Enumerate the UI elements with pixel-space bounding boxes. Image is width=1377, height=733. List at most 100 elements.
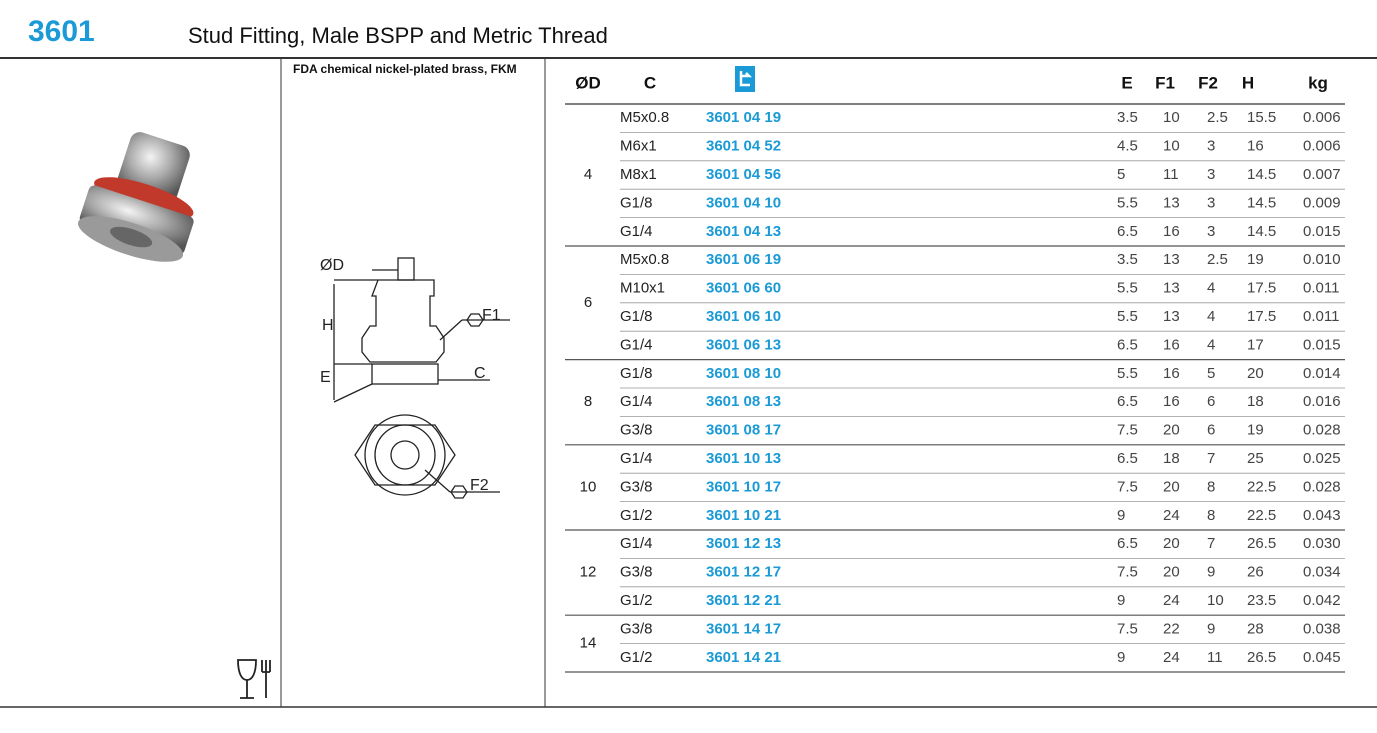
cell: 0.011 — [1303, 280, 1339, 297]
cell: 19 — [1247, 422, 1264, 439]
column-header: E — [1121, 73, 1132, 92]
order-code: 3601 06 13 — [706, 336, 781, 353]
column-header: ØD — [575, 73, 601, 92]
material-text: FDA chemical nickel-plated brass, FKM — [293, 62, 517, 76]
cell: 28 — [1247, 620, 1264, 637]
cell: 16 — [1163, 393, 1180, 410]
cell: 2.5 — [1207, 251, 1228, 268]
cell: 0.034 — [1303, 564, 1341, 581]
cell: 9 — [1117, 649, 1125, 666]
cell: 4 — [1207, 308, 1215, 325]
cell: 5.5 — [1117, 280, 1138, 297]
cell: 17.5 — [1247, 308, 1276, 325]
cell: 16 — [1163, 223, 1180, 240]
cell: 16 — [1247, 138, 1264, 155]
dimension-label: F1 — [482, 307, 501, 324]
diameter: 12 — [580, 564, 597, 581]
cell: 8 — [1207, 507, 1215, 524]
cell: 20 — [1163, 564, 1180, 581]
cell: G1/4 — [620, 450, 653, 467]
order-code: 3601 04 10 — [706, 194, 781, 211]
cell: 24 — [1163, 507, 1180, 524]
cell: 5.5 — [1117, 194, 1138, 211]
column-header: C — [644, 73, 656, 92]
cell: 4 — [1207, 336, 1215, 353]
cell: G1/2 — [620, 592, 653, 609]
cell: 20 — [1163, 422, 1180, 439]
order-code: 3601 08 13 — [706, 393, 781, 410]
column-header: F2 — [1198, 73, 1218, 92]
cell: 6.5 — [1117, 450, 1138, 467]
food-contact-icon — [237, 659, 271, 699]
cell: G3/8 — [620, 620, 653, 637]
cell: 19 — [1247, 251, 1264, 268]
cell: 5 — [1117, 166, 1125, 183]
cell: 0.043 — [1303, 507, 1341, 524]
cell: 0.042 — [1303, 592, 1341, 609]
cell: 23.5 — [1247, 592, 1276, 609]
cell: 18 — [1247, 393, 1264, 410]
order-code: 3601 06 10 — [706, 308, 781, 325]
cell: 3 — [1207, 166, 1215, 183]
diameter: 6 — [584, 294, 592, 311]
cell: 24 — [1163, 592, 1180, 609]
dimension-label: ØD — [320, 257, 344, 274]
cell: M6x1 — [620, 138, 657, 155]
cell: 26.5 — [1247, 649, 1276, 666]
cell: 22 — [1163, 620, 1180, 637]
cell: 0.006 — [1303, 138, 1341, 155]
cell: 10 — [1163, 109, 1180, 126]
order-code: 3601 04 19 — [706, 109, 781, 126]
dimension-label: F2 — [470, 477, 489, 494]
dimension-label: E — [320, 369, 331, 386]
cell: 13 — [1163, 251, 1180, 268]
order-code: 3601 12 17 — [706, 564, 781, 581]
cell: G1/8 — [620, 365, 653, 382]
cell: 0.011 — [1303, 308, 1339, 325]
cell: 0.006 — [1303, 109, 1341, 126]
cell: 14.5 — [1247, 194, 1276, 211]
cell: 7.5 — [1117, 620, 1138, 637]
cell: 6 — [1207, 422, 1215, 439]
cell: 7.5 — [1117, 422, 1138, 439]
cell: 0.045 — [1303, 649, 1341, 666]
cell: G1/4 — [620, 535, 653, 552]
cell: 7 — [1207, 450, 1215, 467]
cell: 20 — [1247, 365, 1264, 382]
order-code: 3601 08 17 — [706, 422, 781, 439]
order-code: 3601 06 19 — [706, 251, 781, 268]
cell: M5x0.8 — [620, 251, 669, 268]
cell: 0.014 — [1303, 365, 1341, 382]
dimension-label: H — [322, 317, 334, 334]
cell: G1/2 — [620, 649, 653, 666]
diameter: 14 — [580, 635, 597, 652]
cell: 0.016 — [1303, 393, 1341, 410]
cell: 11 — [1207, 649, 1223, 666]
cell: G3/8 — [620, 564, 653, 581]
cell: 9 — [1207, 564, 1215, 581]
dimension-label: C — [474, 365, 486, 382]
cell: 13 — [1163, 194, 1180, 211]
cell: G1/2 — [620, 507, 653, 524]
cell: 6.5 — [1117, 223, 1138, 240]
code-column-icon — [735, 66, 755, 92]
cell: 17 — [1247, 336, 1264, 353]
cell: 0.010 — [1303, 251, 1341, 268]
cell: 3.5 — [1117, 251, 1138, 268]
technical-drawing — [333, 257, 510, 499]
cell: 26 — [1247, 564, 1264, 581]
cell: 3.5 — [1117, 109, 1138, 126]
cell: 0.028 — [1303, 422, 1341, 439]
diameter: 4 — [584, 166, 592, 183]
cell: G1/4 — [620, 393, 653, 410]
cell: M8x1 — [620, 166, 657, 183]
cell: 3 — [1207, 138, 1215, 155]
order-code: 3601 04 52 — [706, 138, 781, 155]
cell: G1/8 — [620, 308, 653, 325]
cell: 0.030 — [1303, 535, 1341, 552]
cell: M10x1 — [620, 280, 665, 297]
column-header: H — [1242, 73, 1254, 92]
cell: 10 — [1207, 592, 1224, 609]
cell: 6 — [1207, 393, 1215, 410]
